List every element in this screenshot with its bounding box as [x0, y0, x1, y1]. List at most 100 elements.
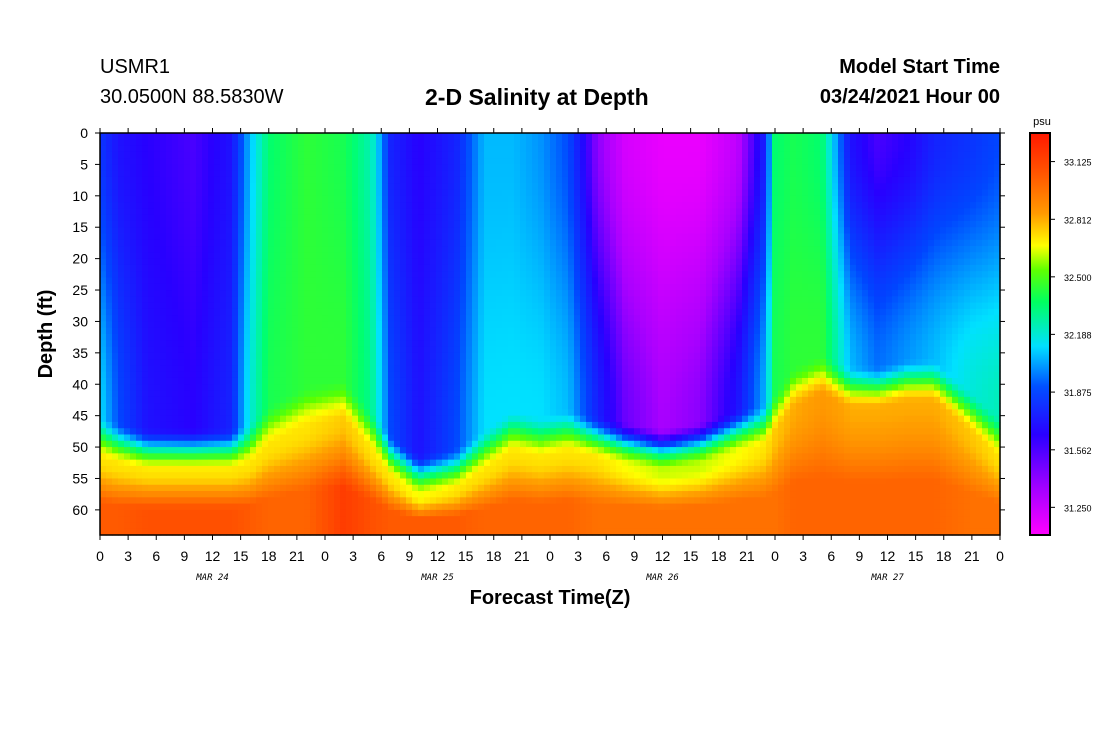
heatmap-cell	[562, 214, 569, 222]
heatmap-cell	[382, 340, 389, 348]
heatmap-cell	[220, 421, 227, 429]
heatmap-cell	[520, 151, 527, 159]
heatmap-cell	[358, 233, 365, 241]
heatmap-cell	[124, 327, 131, 335]
heatmap-cell	[466, 327, 473, 335]
heatmap-cell	[400, 233, 407, 241]
heatmap-cell	[286, 503, 293, 511]
heatmap-cell	[142, 491, 149, 498]
heatmap-cell	[496, 283, 503, 291]
heatmap-cell	[112, 239, 119, 247]
heatmap-cell	[262, 522, 269, 530]
heatmap-cell	[364, 176, 371, 184]
heatmap-cell	[448, 497, 455, 505]
heatmap-cell	[190, 315, 197, 323]
heatmap-cell	[538, 183, 545, 191]
heatmap-cell	[142, 233, 149, 241]
heatmap-cell	[340, 151, 347, 159]
heatmap-cell	[232, 227, 239, 235]
heatmap-cell	[550, 264, 557, 272]
heatmap-cell	[370, 258, 377, 266]
heatmap-cell	[190, 164, 197, 172]
heatmap-cell	[550, 340, 557, 348]
heatmap-cell	[334, 453, 341, 461]
heatmap-cell	[196, 352, 203, 360]
heatmap-cell	[448, 176, 455, 184]
heatmap-cell	[346, 453, 353, 461]
heatmap-cell	[172, 359, 179, 367]
heatmap-cell	[160, 264, 167, 272]
heatmap-cell	[556, 384, 563, 392]
heatmap-cell	[274, 183, 281, 191]
heatmap-cell	[148, 164, 155, 172]
heatmap-cell	[244, 409, 251, 417]
heatmap-cell	[322, 459, 329, 467]
heatmap-cell	[238, 459, 245, 467]
heatmap-cell	[484, 145, 491, 153]
heatmap-cell	[370, 509, 377, 517]
heatmap-cell	[466, 409, 473, 417]
heatmap-cell	[370, 321, 377, 329]
heatmap-cell	[130, 453, 137, 461]
heatmap-cell	[154, 139, 161, 147]
heatmap-cell	[436, 145, 443, 153]
heatmap-cell	[304, 208, 311, 216]
heatmap-cell	[502, 133, 509, 140]
heatmap-cell	[370, 396, 377, 404]
heatmap-cell	[502, 202, 509, 209]
heatmap-cell	[136, 459, 143, 467]
heatmap-cell	[178, 258, 185, 266]
heatmap-cell	[496, 246, 503, 253]
heatmap-cell	[430, 145, 437, 153]
heatmap-cell	[436, 415, 443, 423]
heatmap-cell	[316, 296, 323, 304]
heatmap-cell	[220, 233, 227, 241]
heatmap-cell	[328, 359, 335, 367]
heatmap-cell	[202, 359, 209, 367]
heatmap-cell	[562, 421, 569, 429]
heatmap-cell	[256, 315, 263, 323]
heatmap-cell	[136, 409, 143, 417]
heatmap-cell	[538, 447, 545, 454]
heatmap-cell	[250, 352, 257, 360]
heatmap-cell	[496, 384, 503, 392]
heatmap-cell	[142, 271, 149, 279]
heatmap-cell	[532, 384, 539, 392]
heatmap-cell	[208, 151, 215, 159]
heatmap-cell	[496, 346, 503, 354]
heatmap-cell	[154, 283, 161, 291]
heatmap-cell	[142, 170, 149, 178]
heatmap-cell	[508, 158, 515, 166]
heatmap-cell	[136, 491, 143, 498]
heatmap-cell	[340, 233, 347, 241]
heatmap-cell	[454, 227, 461, 235]
heatmap-cell	[304, 434, 311, 442]
heatmap-cell	[220, 133, 227, 140]
heatmap-cell	[160, 290, 167, 297]
heatmap-cell	[382, 384, 389, 392]
heatmap-cell	[130, 384, 137, 392]
heatmap-cell	[358, 164, 365, 172]
heatmap-cell	[196, 334, 203, 341]
heatmap-cell	[190, 233, 197, 241]
heatmap-cell	[544, 239, 551, 247]
heatmap-cell	[232, 415, 239, 423]
heatmap-cell	[496, 377, 503, 385]
heatmap-cell	[232, 528, 239, 536]
heatmap-cell	[220, 214, 227, 222]
heatmap-cell	[196, 384, 203, 392]
heatmap-cell	[226, 321, 233, 329]
heatmap-cell	[208, 340, 215, 348]
heatmap-cell	[550, 246, 557, 253]
heatmap-cell	[412, 158, 419, 166]
heatmap-cell	[208, 491, 215, 498]
heatmap-cell	[442, 183, 449, 191]
heatmap-cell	[430, 409, 437, 417]
heatmap-cell	[298, 290, 305, 297]
heatmap-cell	[502, 465, 509, 473]
heatmap-cell	[538, 371, 545, 379]
heatmap-cell	[298, 459, 305, 467]
heatmap-cell	[496, 497, 503, 505]
heatmap-cell	[370, 246, 377, 253]
heatmap-cell	[406, 346, 413, 354]
